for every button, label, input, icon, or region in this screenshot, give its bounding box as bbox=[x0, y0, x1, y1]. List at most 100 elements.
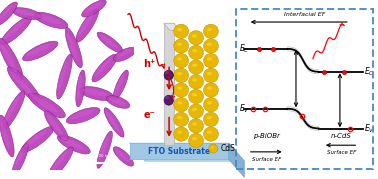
Ellipse shape bbox=[164, 70, 174, 80]
Ellipse shape bbox=[203, 68, 218, 83]
Ellipse shape bbox=[192, 137, 197, 140]
Ellipse shape bbox=[76, 74, 82, 100]
Ellipse shape bbox=[70, 110, 93, 119]
Ellipse shape bbox=[189, 60, 203, 74]
Ellipse shape bbox=[189, 119, 203, 133]
Ellipse shape bbox=[165, 96, 169, 99]
Ellipse shape bbox=[97, 131, 112, 168]
Ellipse shape bbox=[174, 54, 189, 68]
Polygon shape bbox=[229, 143, 244, 177]
Ellipse shape bbox=[174, 112, 189, 127]
Ellipse shape bbox=[192, 122, 197, 126]
Ellipse shape bbox=[79, 86, 114, 101]
Ellipse shape bbox=[57, 135, 90, 154]
Ellipse shape bbox=[174, 68, 189, 83]
Ellipse shape bbox=[32, 96, 58, 112]
Ellipse shape bbox=[177, 116, 182, 119]
Ellipse shape bbox=[83, 89, 107, 96]
Ellipse shape bbox=[189, 133, 203, 148]
Ellipse shape bbox=[46, 114, 63, 135]
Text: Surface EF: Surface EF bbox=[327, 150, 356, 155]
Ellipse shape bbox=[23, 41, 58, 61]
Ellipse shape bbox=[116, 49, 132, 58]
Ellipse shape bbox=[67, 32, 77, 61]
Ellipse shape bbox=[12, 8, 42, 20]
Ellipse shape bbox=[177, 72, 182, 75]
Ellipse shape bbox=[76, 9, 99, 42]
Text: $E_V$: $E_V$ bbox=[364, 122, 375, 135]
Ellipse shape bbox=[177, 101, 182, 105]
Ellipse shape bbox=[207, 87, 212, 90]
Ellipse shape bbox=[0, 16, 32, 45]
Text: $E_C$: $E_C$ bbox=[364, 66, 375, 78]
Ellipse shape bbox=[203, 98, 218, 112]
Ellipse shape bbox=[115, 74, 124, 94]
Ellipse shape bbox=[97, 32, 123, 53]
Text: CdS: CdS bbox=[221, 144, 236, 153]
Ellipse shape bbox=[177, 43, 182, 46]
Ellipse shape bbox=[174, 127, 189, 141]
Text: Interfacial EF: Interfacial EF bbox=[284, 12, 325, 17]
Ellipse shape bbox=[203, 83, 218, 97]
Ellipse shape bbox=[57, 54, 72, 99]
Ellipse shape bbox=[106, 96, 130, 108]
Ellipse shape bbox=[211, 146, 214, 148]
Ellipse shape bbox=[104, 108, 124, 137]
Ellipse shape bbox=[174, 24, 189, 38]
Ellipse shape bbox=[203, 24, 218, 38]
Ellipse shape bbox=[15, 9, 36, 16]
Text: p-BiOBr: p-BiOBr bbox=[253, 132, 280, 139]
Ellipse shape bbox=[13, 147, 24, 170]
Ellipse shape bbox=[34, 12, 68, 28]
Text: h⁺: h⁺ bbox=[144, 59, 156, 69]
Ellipse shape bbox=[0, 120, 9, 149]
Ellipse shape bbox=[189, 104, 203, 118]
Ellipse shape bbox=[60, 137, 84, 149]
Ellipse shape bbox=[98, 136, 108, 162]
Text: Surface EF: Surface EF bbox=[252, 157, 281, 162]
Ellipse shape bbox=[82, 0, 106, 17]
Ellipse shape bbox=[174, 98, 189, 112]
Ellipse shape bbox=[207, 131, 212, 134]
Ellipse shape bbox=[113, 70, 129, 100]
Text: n-CdS: n-CdS bbox=[331, 132, 352, 139]
Ellipse shape bbox=[26, 44, 51, 56]
Ellipse shape bbox=[45, 111, 68, 141]
Ellipse shape bbox=[92, 54, 117, 82]
Ellipse shape bbox=[65, 27, 82, 68]
Ellipse shape bbox=[203, 112, 218, 127]
Ellipse shape bbox=[192, 64, 197, 67]
Ellipse shape bbox=[106, 111, 119, 132]
Ellipse shape bbox=[203, 54, 218, 68]
Ellipse shape bbox=[0, 38, 23, 81]
Ellipse shape bbox=[164, 95, 174, 105]
Ellipse shape bbox=[12, 143, 28, 176]
Ellipse shape bbox=[177, 87, 182, 90]
Ellipse shape bbox=[4, 96, 19, 123]
Ellipse shape bbox=[113, 147, 133, 166]
Ellipse shape bbox=[48, 147, 73, 179]
Ellipse shape bbox=[99, 35, 118, 48]
Text: 200 nm: 200 nm bbox=[96, 154, 112, 158]
Ellipse shape bbox=[203, 39, 218, 53]
Polygon shape bbox=[164, 23, 180, 30]
Polygon shape bbox=[130, 143, 229, 159]
Ellipse shape bbox=[76, 70, 85, 107]
Ellipse shape bbox=[50, 151, 67, 173]
Ellipse shape bbox=[24, 130, 47, 147]
Ellipse shape bbox=[21, 127, 54, 152]
Ellipse shape bbox=[165, 71, 169, 74]
Text: $E_C$: $E_C$ bbox=[239, 42, 250, 55]
Ellipse shape bbox=[84, 2, 101, 13]
Ellipse shape bbox=[37, 14, 61, 24]
Bar bbox=[164, 23, 174, 145]
Ellipse shape bbox=[7, 67, 41, 103]
Ellipse shape bbox=[10, 71, 34, 96]
Ellipse shape bbox=[189, 75, 203, 89]
Ellipse shape bbox=[189, 45, 203, 60]
Text: e⁻: e⁻ bbox=[144, 110, 156, 120]
Ellipse shape bbox=[177, 57, 182, 61]
Ellipse shape bbox=[0, 2, 17, 25]
Ellipse shape bbox=[177, 28, 182, 31]
Ellipse shape bbox=[207, 101, 212, 105]
